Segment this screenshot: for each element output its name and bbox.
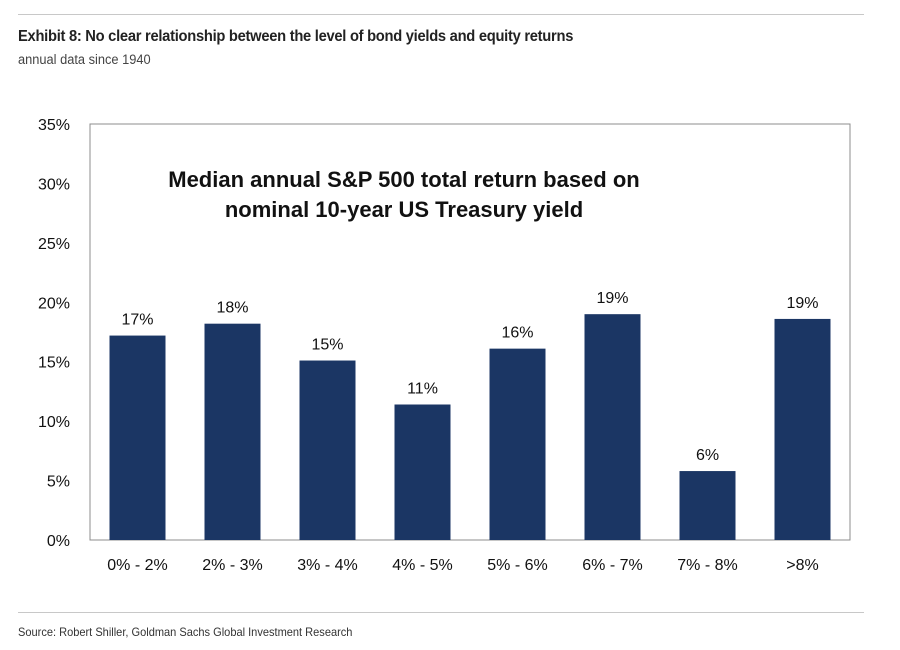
y-tick-label-5: 25%: [38, 236, 70, 253]
y-tick-label-0: 0%: [47, 533, 70, 550]
data-label-6: 6%: [696, 447, 719, 464]
chart-title-line-1: nominal 10-year US Treasury yield: [225, 197, 583, 222]
plot-frame: [89, 123, 851, 541]
data-label-0: 17%: [121, 312, 153, 329]
bar-4: [489, 348, 546, 540]
exhibit-title: Exhibit 8: No clear relationship between…: [18, 28, 574, 45]
bar-6: [679, 471, 736, 540]
y-tick-label-6: 30%: [38, 176, 70, 193]
x-tick-label-3: 4% - 5%: [392, 557, 452, 574]
x-tick-label-2: 3% - 4%: [297, 557, 357, 574]
data-label-4: 16%: [501, 325, 533, 342]
y-tick-label-3: 15%: [38, 355, 70, 372]
bar-2: [299, 360, 356, 540]
x-tick-label-6: 7% - 8%: [677, 557, 737, 574]
top-rule: [18, 14, 864, 15]
x-tick-label-7: >8%: [786, 557, 818, 574]
data-label-7: 19%: [786, 295, 818, 312]
y-tick-label-1: 5%: [47, 474, 70, 491]
bottom-rule: [18, 612, 864, 613]
source-note: Source: Robert Shiller, Goldman Sachs Gl…: [18, 625, 353, 639]
bar-7: [774, 318, 831, 540]
exhibit-subtitle: annual data since 1940: [18, 52, 151, 67]
x-tick-label-0: 0% - 2%: [107, 557, 167, 574]
y-tick-label-2: 10%: [38, 414, 70, 431]
bar-0: [109, 335, 166, 540]
y-tick-label-4: 20%: [38, 295, 70, 312]
y-tick-label-7: 35%: [38, 117, 70, 134]
data-label-2: 15%: [311, 337, 343, 354]
bar-5: [584, 314, 641, 540]
data-label-1: 18%: [216, 300, 248, 317]
x-tick-label-4: 5% - 6%: [487, 557, 547, 574]
x-tick-label-1: 2% - 3%: [202, 557, 262, 574]
bar-3: [394, 404, 451, 540]
chart-title-line-0: Median annual S&P 500 total return based…: [168, 167, 639, 192]
x-tick-label-5: 6% - 7%: [582, 557, 642, 574]
data-label-5: 19%: [596, 290, 628, 307]
data-label-3: 11%: [407, 381, 438, 398]
bar-1: [204, 323, 261, 540]
